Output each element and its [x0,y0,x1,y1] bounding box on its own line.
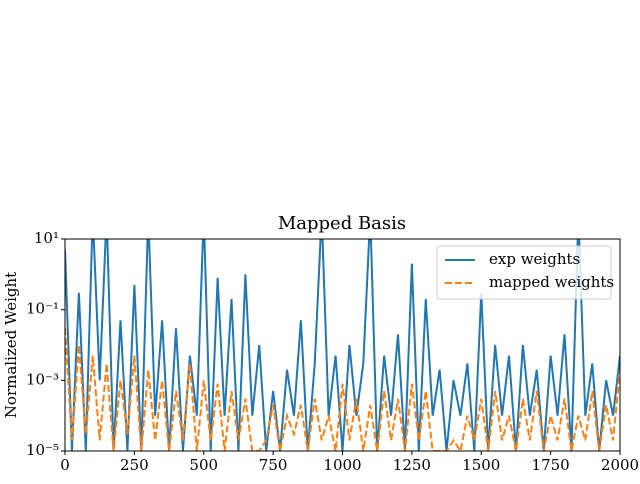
x-tick-label: 0 [60,456,70,474]
x-tick-label: 1500 [462,456,500,474]
y-tick-label: 10⁻⁵ [26,441,59,459]
x-tick-label: 1000 [323,456,361,474]
legend-label: exp weights [489,250,580,268]
line-series [65,239,620,451]
x-tick-label: 250 [120,456,149,474]
plot-area [65,239,620,451]
x-tick-label: 1750 [532,456,570,474]
x-tick-label: 2000 [601,456,639,474]
y-tick-label: 10⁻¹ [26,300,59,318]
x-tick-label: 750 [259,456,288,474]
y-axis-label: Normalized Weight [2,272,20,418]
chart-title: Mapped Basis [278,213,406,234]
x-tick-label: 500 [189,456,218,474]
y-tick-label: 10⁻³ [26,370,59,388]
y-tick-label: 10¹ [34,229,59,247]
legend-box [436,245,612,300]
legend-label: mapped weights [489,273,614,291]
x-tick-label: 1250 [393,456,431,474]
line-series [65,328,620,451]
